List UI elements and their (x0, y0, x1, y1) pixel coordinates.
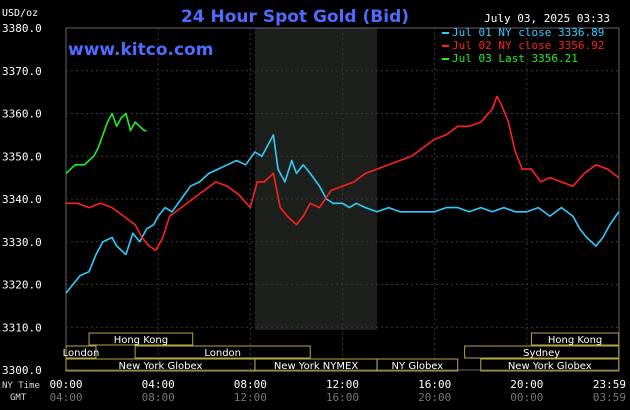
series-line-1 (65, 134, 620, 294)
market-session-label: New York Globex (119, 361, 203, 372)
market-session-label: London (63, 348, 100, 359)
ny-time-label: NY Time (2, 381, 40, 391)
market-session-box (134, 345, 311, 359)
market-session-box (464, 345, 620, 359)
x-tick-gmt: 03:59 (593, 391, 626, 404)
x-tick-ny: 04:00 (142, 378, 175, 391)
market-session-label: New York NYMEX (274, 361, 359, 372)
date-label: July 03, 2025 03:33 (484, 12, 610, 25)
market-session-box (376, 358, 459, 372)
x-tick-ny: 08:00 (234, 378, 267, 391)
market-session-label: Hong Kong (114, 335, 168, 346)
y-tick-label: 3380.0 (2, 22, 42, 35)
y-tick-label: 3310.0 (2, 321, 42, 334)
y-tick-label: 3350.0 (2, 150, 42, 163)
gmt-label: GMT (10, 393, 27, 403)
x-tick-gmt: 16:00 (326, 391, 359, 404)
unit-label: USD/oz (2, 8, 38, 19)
y-tick-label: 3300.0 (2, 364, 42, 377)
y-tick-label: 3330.0 (2, 236, 42, 249)
market-session-label: London (204, 348, 241, 359)
series-line-2 (66, 95, 620, 252)
x-tick-gmt: 00:00 (510, 391, 543, 404)
market-session-box (88, 332, 194, 346)
x-tick-ny: 12:00 (326, 378, 359, 391)
x-tick-gmt: 12:00 (234, 391, 267, 404)
market-session-box (65, 345, 97, 359)
legend-entry: Jul 01 NY close 3336.89 (452, 26, 604, 39)
y-tick-label: 3340.0 (2, 193, 42, 206)
watermark: www.kitco.com (68, 40, 213, 60)
chart-title: 24 Hour Spot Gold (Bid) (181, 7, 409, 27)
y-tick-label: 3370.0 (2, 65, 42, 78)
x-tick-gmt: 04:00 (49, 391, 82, 404)
x-tick-ny: 20:00 (510, 378, 543, 391)
y-tick-label: 3360.0 (2, 108, 42, 121)
market-session-label: Sydney (523, 348, 560, 359)
market-session-box (530, 332, 620, 346)
x-tick-gmt: 20:00 (418, 391, 451, 404)
market-session-label: Hong Kong (548, 335, 602, 346)
y-tick-label: 3320.0 (2, 279, 42, 292)
x-tick-ny: 00:00 (49, 378, 82, 391)
series-line-3 (65, 112, 147, 174)
x-tick-gmt: 08:00 (142, 391, 175, 404)
x-tick-ny: 16:00 (418, 378, 451, 391)
legend-entry: Jul 02 NY close 3356.92 (452, 39, 604, 52)
x-tick-ny: 23:59 (593, 378, 626, 391)
market-session-label: NY Globex (392, 361, 444, 372)
market-session-box (480, 358, 620, 372)
market-session-label: New York Globex (508, 361, 592, 372)
legend-entry: Jul 03 Last 3356.21 (452, 52, 578, 65)
